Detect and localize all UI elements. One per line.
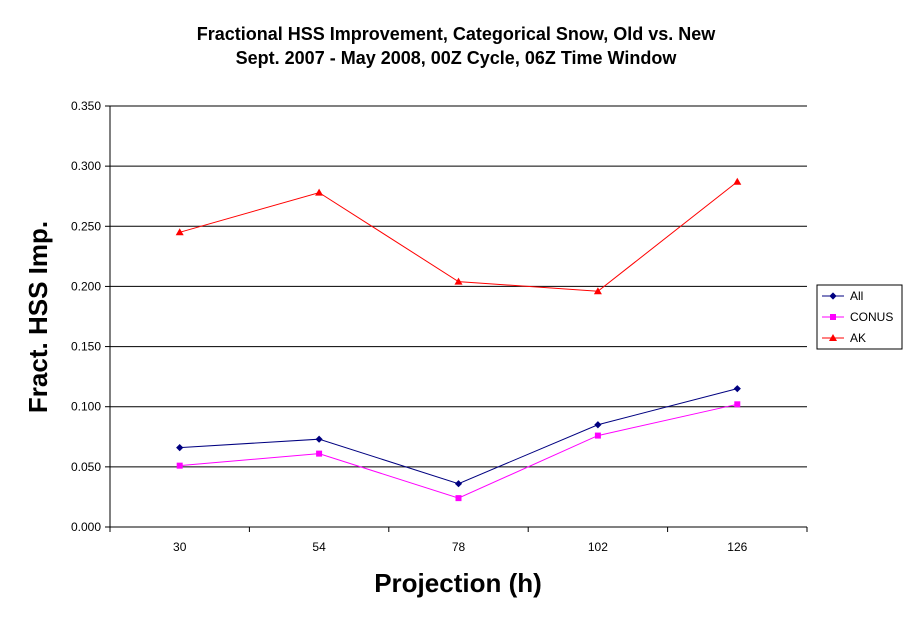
data-point-conus	[455, 495, 462, 502]
data-point-conus	[176, 462, 183, 469]
data-point-conus	[734, 401, 741, 408]
y-tick-label: 0.300	[71, 159, 101, 173]
y-tick-label: 0.350	[71, 99, 101, 113]
chart-title: Fractional HSS Improvement, Categorical …	[197, 24, 716, 44]
legend-marker-conus	[830, 314, 836, 320]
y-tick-label: 0.100	[71, 400, 101, 414]
data-point-all	[176, 444, 184, 452]
series-line-all	[179, 388, 738, 485]
x-axis-title: Projection (h)	[374, 568, 542, 598]
y-tick-label: 0.150	[71, 340, 101, 354]
y-tick-label: 0.250	[71, 219, 101, 233]
legend-label-all: All	[850, 289, 863, 303]
y-axis-title: Fract. HSS Imp.	[23, 221, 53, 413]
legend-label-conus: CONUS	[850, 310, 893, 324]
axes: 0.000 0.050 0.100 0.150 0.200 0.250 0.300 0.350…	[71, 99, 808, 554]
series-ak	[175, 177, 742, 295]
legend-marker-all	[829, 292, 837, 300]
x-tick-label: 30	[173, 540, 187, 554]
series-conus	[176, 401, 741, 502]
series-line-ak	[179, 181, 738, 292]
legend-label-ak: AK	[850, 331, 866, 345]
data-point-ak	[733, 177, 742, 185]
y-tick-label: 0.200	[71, 279, 101, 293]
data-point-all	[315, 435, 323, 443]
data-point-ak	[315, 188, 324, 196]
chart-subtitle: Sept. 2007 - May 2008, 00Z Cycle, 06Z Ti…	[236, 48, 678, 68]
data-point-ak	[593, 287, 602, 295]
x-tick-label: 78	[452, 540, 466, 554]
plot-series	[175, 177, 742, 502]
y-tick-label: 0.000	[71, 520, 101, 534]
data-point-ak	[454, 277, 463, 285]
y-tick-label: 0.050	[71, 460, 101, 474]
gridlines	[110, 105, 807, 468]
data-point-conus	[594, 432, 601, 439]
legend-marker-ak	[829, 334, 837, 341]
legend: All CONUS AK	[816, 284, 903, 350]
data-point-conus	[316, 450, 323, 457]
data-point-all	[454, 480, 463, 488]
x-tick-label: 126	[727, 540, 747, 554]
x-tick-label: 54	[312, 540, 326, 554]
x-tick-label: 102	[588, 540, 608, 554]
data-point-all	[733, 385, 741, 393]
data-point-ak	[175, 228, 184, 236]
data-point-all	[594, 421, 602, 429]
series-all	[176, 385, 741, 488]
